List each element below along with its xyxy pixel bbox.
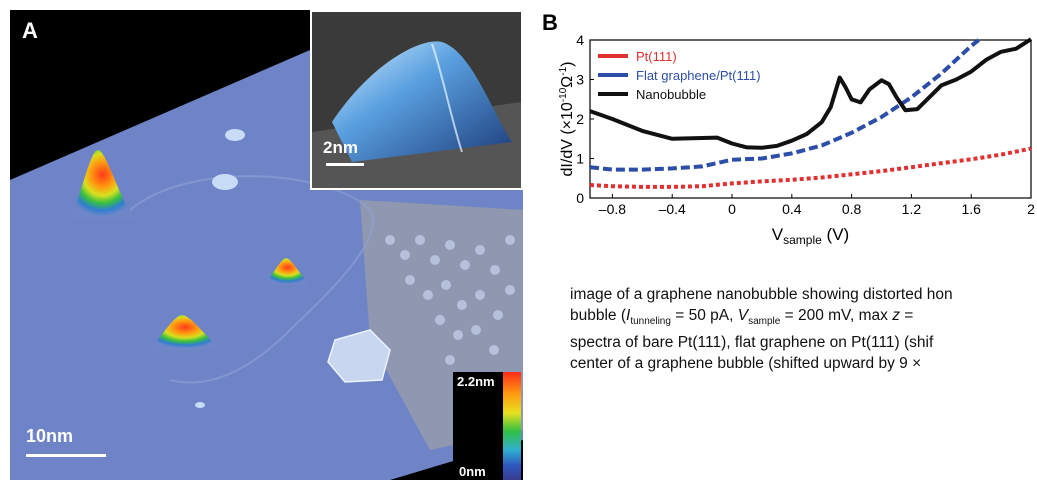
panel-a: 2nm A 10nm 2.2nm 0nm: [10, 10, 523, 480]
inset-image: 2nm: [310, 10, 523, 190]
hexagonal-island: [327, 329, 391, 383]
small-bubble: [225, 129, 245, 141]
colorbar-max-label: 2.2nm: [457, 374, 495, 389]
x-tick-label: 2: [1027, 201, 1035, 217]
moire-bumps: [385, 235, 515, 365]
x-tick-label: 1.6: [961, 201, 981, 217]
caption-line: bubble (Itunneling = 50 pA, Vsample = 20…: [570, 307, 914, 328]
caption-line: center of a graphene bubble (shifted upw…: [570, 355, 922, 373]
nanobubble-peak: [150, 315, 220, 350]
inset-bubble-render: [312, 12, 521, 188]
x-tick-label: –0.8: [599, 201, 626, 217]
x-tick-label: 0.4: [782, 201, 802, 217]
caption-line: image of a graphene nanobubble showing d…: [570, 286, 953, 303]
x-tick-label: –0.4: [659, 201, 686, 217]
colorbar-min-label: 0nm: [459, 464, 486, 479]
x-tick-label: 0.8: [842, 201, 862, 217]
x-tick-label: 1.2: [902, 201, 922, 217]
nanobubble-peak: [265, 258, 310, 285]
panel-b-label: B: [542, 10, 558, 35]
panel-a-label: A: [22, 18, 38, 43]
series-line-nanobubble: [589, 37, 1033, 150]
step-edge: [129, 175, 374, 384]
y-tick-label: 3: [576, 72, 584, 88]
small-bubble: [195, 402, 205, 408]
legend-label: Nanobubble: [636, 87, 706, 102]
series-line-pt-111-: [589, 146, 1032, 189]
inset-scale-bar-label: 2nm: [323, 138, 358, 157]
panel-b: B –0.8 –0.4 0 0.4 0.8 1.2 1.6 2 0 1 2 3 4 Vsample (V)…: [528, 8, 1037, 260]
series-line-flat-graphene-pt-111-: [589, 38, 980, 172]
legend-label: Flat graphene/Pt(111): [636, 68, 761, 83]
inset-scale-bar: [326, 163, 364, 166]
y-tick-label: 0: [576, 190, 584, 206]
y-tick-label: 4: [576, 32, 584, 48]
caption-line: spectra of bare Pt(111), flat graphene o…: [570, 334, 934, 352]
spectra-chart: –0.8 –0.4 0 0.4 0.8 1.2 1.6 2 0 1 2 3 4 Vsample (V) dI…: [558, 32, 1035, 247]
legend-label: Pt(111): [636, 49, 677, 64]
scale-bar-label: 10nm: [26, 426, 74, 446]
y-axis-label: dI/dV (×10-10Ω-1): [558, 62, 576, 177]
nanobubble-peak: [70, 150, 135, 220]
x-tick-label: 0: [728, 201, 736, 217]
small-bubble: [212, 174, 238, 190]
colorbar: 2.2nm 0nm: [453, 372, 521, 480]
y-tick-label: 2: [576, 111, 584, 127]
scale-bar: [26, 454, 106, 457]
y-tick-label: 1: [576, 151, 584, 167]
x-axis-label: Vsample (V): [772, 225, 849, 247]
figure-caption: image of a graphene nanobubble showing d…: [570, 284, 1037, 394]
